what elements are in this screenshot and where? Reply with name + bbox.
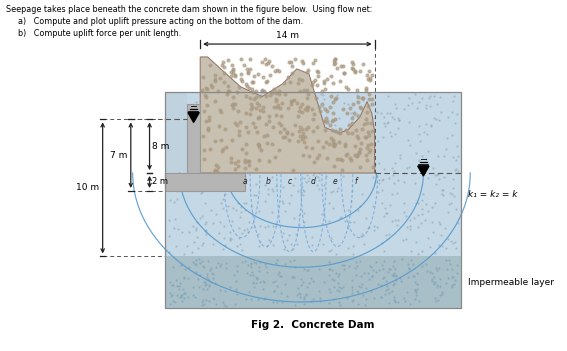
Bar [166, 92, 187, 173]
Text: Fig 2.  Concrete Dam: Fig 2. Concrete Dam [251, 320, 375, 330]
Bar [166, 92, 461, 256]
Text: 8 m: 8 m [153, 142, 170, 151]
Polygon shape [188, 113, 199, 122]
Bar [166, 173, 245, 191]
Text: e: e [333, 177, 337, 186]
Bar [187, 104, 200, 191]
Bar [166, 92, 461, 308]
Text: f: f [354, 177, 357, 186]
Polygon shape [418, 166, 429, 176]
Text: b: b [265, 177, 270, 186]
Text: c: c [288, 177, 293, 186]
Text: k₁ = k₂ = k: k₁ = k₂ = k [468, 190, 518, 199]
Text: d: d [310, 177, 315, 186]
Polygon shape [200, 57, 375, 173]
Text: a)   Compute and plot uplift pressure acting on the bottom of the dam.: a) Compute and plot uplift pressure acti… [18, 17, 303, 26]
Text: Seepage takes place beneath the concrete dam shown in the figure below.  Using f: Seepage takes place beneath the concrete… [6, 5, 373, 14]
Text: b)   Compute uplift force per unit length.: b) Compute uplift force per unit length. [18, 29, 181, 38]
Text: 10 m: 10 m [76, 184, 99, 192]
Text: Impermeable layer: Impermeable layer [468, 278, 555, 287]
Text: 14 m: 14 m [276, 31, 299, 40]
Bar [166, 256, 461, 308]
Text: a: a [243, 177, 248, 186]
Text: 2 m: 2 m [153, 178, 168, 186]
Text: 7 m: 7 m [109, 151, 127, 160]
